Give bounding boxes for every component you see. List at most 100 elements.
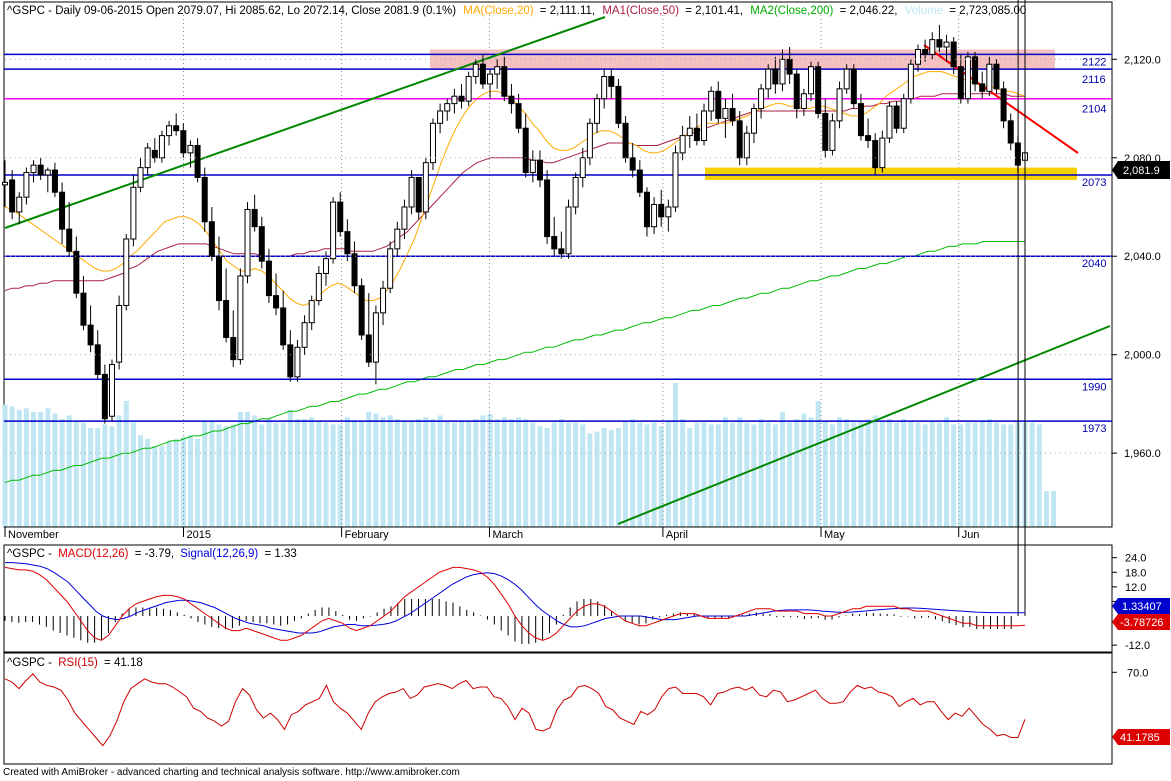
volume-bar [38,411,44,527]
volume-bar [993,422,999,527]
volume-bar [972,422,978,527]
volume-bar [9,406,15,527]
volume-bar [359,420,365,527]
volume-bar [430,419,436,527]
volume-bar [829,424,835,527]
candle-up [900,98,907,129]
ma20-line [4,71,1026,307]
volume-bar [737,417,743,527]
candle-down [265,260,272,297]
x-tick-label: February [345,529,390,541]
rsi-y-tick-label: 70.0 [1127,667,1148,679]
volume-bar [908,420,914,527]
candle-down [365,334,372,363]
candle-down [815,66,822,114]
candle-down [458,95,465,102]
candle-up [44,169,51,176]
x-tick-label: 2015 [187,529,211,541]
volume-bar [758,419,764,527]
candle-up [308,300,315,324]
candle-up [929,39,936,55]
candle-down [893,105,900,129]
price-header: ^GSPC - Daily 09-06-2015 Open 2079.07, H… [7,5,1026,17]
candle-down [544,179,551,238]
rsi-badge: 41.1785 [1112,729,1170,745]
candle-down [822,112,829,151]
volume-bar [772,424,778,527]
volume-bar [1036,424,1042,527]
candle-down [201,176,208,223]
volume-bar [886,419,892,527]
volume-bar [808,417,814,527]
volume-bar [180,437,186,527]
volume-label: Volume [905,5,943,17]
candle-up [829,120,836,151]
rsi-line [4,673,1026,747]
ma200-line [4,241,1025,484]
candle-up [722,108,729,119]
candle-down [37,164,44,176]
volume-bar [779,411,785,527]
candle-down [865,135,872,142]
x-tick-label: May [824,529,845,541]
candle-up [679,135,686,154]
rsi-plot: 70.0 [4,667,1148,747]
candle-down [608,76,615,87]
ma20-label: MA(Close,20) [463,5,533,17]
candle-up [322,258,329,274]
x-tick-label: Jun [962,529,980,541]
candle-down [287,344,294,378]
volume-bar [551,422,557,527]
volume-bar [537,426,543,527]
volume-bar [858,420,864,527]
candle-down [972,56,979,85]
candle-down [223,300,230,338]
volume-bar [116,415,122,527]
volume-bar [744,422,750,527]
candle-down [850,68,857,105]
candle-up [915,48,922,65]
candle-up [964,56,971,100]
volume-bar [280,422,286,527]
candle-down [772,68,779,85]
last-price-badge: 2,081.9 [1112,161,1170,179]
candle-up [158,135,165,159]
volume-bar [644,424,650,527]
volume-bar [409,420,415,527]
candle-down [415,176,422,213]
candle-up [422,162,429,213]
ma50-line [4,93,1025,292]
candle-down [230,336,237,361]
volume-bar [986,419,992,527]
volume-bar [451,422,457,527]
volume-bar [623,420,629,527]
rsi-label: RSI(15) [58,657,98,669]
candle-down [94,344,101,375]
candlesticks [2,24,1028,424]
volume-bar [1001,424,1007,527]
volume-bar [680,419,686,527]
candle-up [237,275,244,361]
macd-badge: -3.78726 [1112,614,1170,630]
macd-prefix: ^GSPC - [7,548,52,560]
volume-bar [159,446,165,527]
candle-down [629,157,636,171]
candle-up [294,346,301,378]
volume-bar [102,424,108,527]
upper-trend-line [4,16,606,229]
candle-down [280,307,287,346]
volume-bar [715,424,721,527]
volume-bar [323,422,329,527]
candle-down [993,63,1000,90]
y-tick-label: 1,960.0 [1124,448,1161,460]
volume-bar [287,410,293,527]
volume-bar [801,413,807,527]
volume-bar [416,419,422,527]
volume-bar [765,422,771,527]
volume-bar [337,424,343,527]
volume-bar [530,422,536,527]
candle-down [508,95,515,105]
volume-bar [473,419,479,527]
level-label: 2040 [1082,258,1106,270]
candle-up [408,176,415,208]
